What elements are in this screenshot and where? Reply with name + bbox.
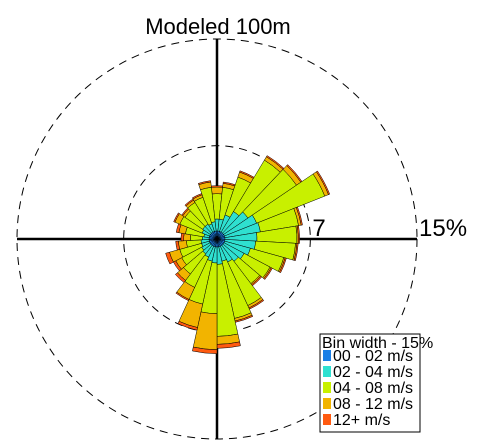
petal-dir5-bin4 — [316, 170, 331, 195]
legend-title: Bin width - 15% — [322, 335, 433, 352]
petal-dir9-bin4 — [279, 257, 287, 274]
ring-labels: 7 15% — [312, 215, 467, 242]
petal-dir15-bin4 — [192, 346, 218, 354]
ring-label-1: 15% — [419, 215, 467, 242]
legend-items: 00 - 02 m/s02 - 04 m/s04 - 08 m/s08 - 12… — [323, 348, 413, 429]
legend-label-3: 08 - 12 m/s — [333, 396, 413, 413]
petal-dir6-bin4 — [295, 206, 303, 226]
rose-petals — [165, 155, 331, 354]
petal-dir16-bin4 — [177, 320, 198, 331]
legend-swatch-4 — [323, 414, 331, 425]
petal-dir21-bin4 — [175, 240, 181, 251]
petal-dir28-bin4 — [197, 180, 212, 185]
legend-label-2: 04 - 08 m/s — [333, 380, 413, 397]
petal-dir22-bin4 — [180, 232, 185, 242]
petal-dir7-bin4 — [296, 225, 300, 244]
petal-dir0-bin3 — [211, 186, 223, 195]
petal-dir0-bin4 — [210, 185, 224, 188]
legend-swatch-1 — [323, 366, 331, 377]
petal-dir10-bin4 — [263, 267, 273, 280]
legend-label-1: 02 - 04 m/s — [333, 364, 413, 381]
legend-label-0: 00 - 02 m/s — [333, 348, 413, 365]
legend-box — [319, 333, 421, 433]
ring-label-0: 7 — [312, 215, 325, 242]
legend: Bin width - 15% 00 - 02 m/s02 - 04 m/s04… — [319, 333, 433, 433]
petal-dir17-bin4 — [175, 291, 190, 302]
petal-dir24-bin4 — [173, 212, 180, 223]
legend-label-4: 12+ m/s — [333, 412, 390, 429]
chart-title: Modeled 100m — [145, 14, 291, 39]
petal-dir20-bin4 — [165, 251, 174, 265]
legend-swatch-0 — [323, 350, 331, 361]
petal-dir8-bin4 — [293, 243, 299, 262]
petal-dir18-bin4 — [175, 272, 186, 283]
legend-swatch-3 — [323, 398, 331, 409]
legend-swatch-2 — [323, 382, 331, 393]
